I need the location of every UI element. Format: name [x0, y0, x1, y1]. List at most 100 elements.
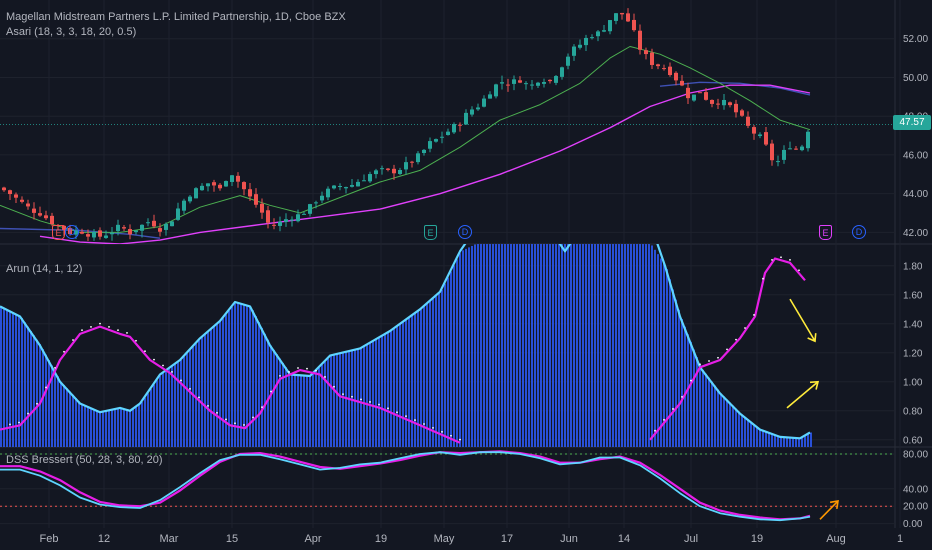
- histogram-bar: [132, 409, 134, 447]
- signal-dot: [288, 371, 290, 373]
- histogram-bar: [30, 331, 32, 447]
- histogram-bar: [531, 244, 533, 447]
- candle: [38, 206, 42, 217]
- histogram-bar: [624, 244, 626, 447]
- dss-pane[interactable]: [0, 450, 895, 522]
- signal-dot: [45, 386, 47, 389]
- candle: [200, 183, 204, 191]
- asari-indicator-label[interactable]: Asari (18, 3, 3, 18, 20, 0.5): [6, 26, 137, 38]
- candle: [734, 99, 738, 118]
- earnings-marker[interactable]: E: [819, 225, 832, 240]
- candle: [482, 95, 486, 108]
- histogram-bar: [483, 244, 485, 447]
- histogram-bar: [675, 299, 677, 447]
- y-tick-label: 52.00: [903, 34, 928, 45]
- histogram-bar: [738, 411, 740, 447]
- histogram-bar: [633, 244, 635, 447]
- dividend-marker[interactable]: D: [65, 225, 79, 239]
- y-tick-label: 20.00: [903, 502, 928, 513]
- histogram-bar: [153, 384, 155, 447]
- histogram-bar: [162, 373, 164, 447]
- histogram-bar: [396, 326, 398, 447]
- candle: [296, 209, 300, 223]
- candle: [368, 171, 372, 183]
- earnings-marker[interactable]: E: [52, 225, 65, 240]
- candle: [14, 192, 18, 203]
- histogram-bar: [84, 405, 86, 447]
- candle: [446, 128, 450, 136]
- x-tick-label: Jul: [684, 533, 698, 545]
- y-tick-label: 1.60: [903, 290, 923, 301]
- histogram-bar: [450, 271, 452, 447]
- arun-pane[interactable]: [0, 237, 820, 447]
- histogram-bar: [0, 306, 2, 447]
- histogram-bar: [177, 362, 179, 447]
- candle: [170, 220, 174, 227]
- candle: [392, 164, 396, 180]
- candle: [224, 180, 228, 187]
- histogram-bar: [462, 250, 464, 447]
- histogram-bar: [60, 381, 62, 447]
- histogram-bar: [327, 358, 329, 447]
- candle: [338, 183, 342, 191]
- candle: [128, 224, 132, 240]
- candle: [650, 48, 654, 69]
- x-tick-label: 14: [618, 533, 630, 545]
- histogram-bar: [15, 313, 17, 447]
- histogram-bar: [108, 410, 110, 447]
- signal-dot: [36, 402, 38, 405]
- histogram-bar: [768, 432, 770, 447]
- histogram-bar: [519, 244, 521, 447]
- price-pane[interactable]: [0, 8, 895, 244]
- signal-dot: [771, 258, 773, 261]
- dividend-marker[interactable]: D: [458, 225, 472, 239]
- candle: [314, 200, 318, 209]
- candle: [320, 191, 324, 204]
- histogram-bar: [96, 410, 98, 447]
- symbol-title[interactable]: Magellan Midstream Partners L.P. Limited…: [6, 11, 346, 23]
- dss-indicator-label[interactable]: DSS Bressert (50, 28, 3, 80, 20): [6, 454, 163, 466]
- signal-dot: [27, 412, 29, 415]
- histogram-bar: [411, 315, 413, 447]
- histogram-bar: [750, 421, 752, 447]
- histogram-bar: [330, 355, 332, 447]
- candle: [458, 122, 462, 132]
- candle: [140, 224, 144, 238]
- histogram-bar: [528, 244, 530, 447]
- candle: [788, 141, 792, 150]
- candle: [602, 25, 606, 33]
- signal-dot: [243, 424, 245, 426]
- histogram-bar: [3, 307, 5, 447]
- signal-dot: [63, 350, 65, 353]
- histogram-bar: [564, 244, 566, 447]
- earnings-marker[interactable]: E: [424, 225, 437, 240]
- histogram-bar: [345, 352, 347, 447]
- histogram-bar: [489, 244, 491, 447]
- candle: [548, 79, 552, 84]
- histogram-bar: [699, 364, 701, 447]
- histogram-bar: [357, 349, 359, 447]
- candle: [554, 75, 558, 86]
- candle: [428, 137, 432, 153]
- dividend-marker[interactable]: D: [852, 225, 866, 239]
- x-tick-label: 19: [375, 533, 387, 545]
- candle: [740, 108, 744, 117]
- arun-indicator-label[interactable]: Arun (14, 1, 12): [6, 263, 83, 275]
- signal-dot: [333, 385, 335, 388]
- candle: [50, 212, 54, 226]
- histogram-bar: [426, 304, 428, 447]
- histogram-bar: [111, 409, 113, 447]
- x-tick-label: 17: [501, 533, 513, 545]
- candle: [182, 198, 186, 214]
- histogram-bar: [138, 404, 140, 447]
- signal-dot: [315, 369, 317, 372]
- y-tick-label: 1.00: [903, 377, 923, 388]
- histogram-bar: [459, 253, 461, 447]
- histogram-bar: [168, 368, 170, 447]
- histogram-bar: [309, 375, 311, 447]
- histogram-bar: [456, 259, 458, 447]
- histogram-bar: [729, 402, 731, 447]
- histogram-bar: [513, 244, 515, 447]
- histogram-bar: [258, 322, 260, 447]
- histogram-bar: [186, 353, 188, 447]
